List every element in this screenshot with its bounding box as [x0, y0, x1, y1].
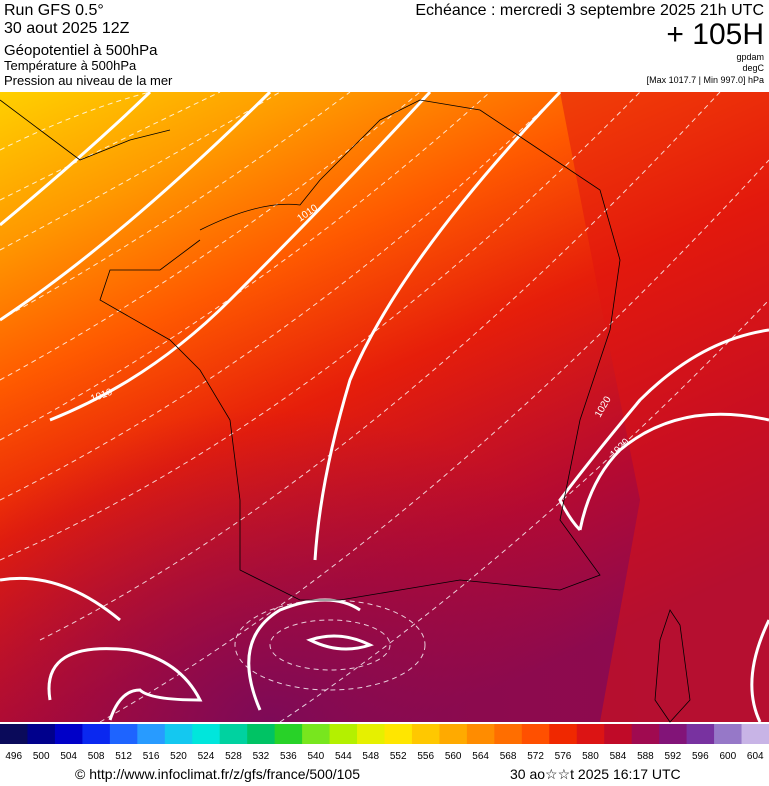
footer: © http://www.infoclimat.fr/z/gfs/france/…	[75, 766, 681, 782]
unit: degC	[742, 63, 764, 73]
scale-swatch	[109, 724, 138, 744]
scale-label: 604	[747, 751, 764, 762]
scale-label: 516	[143, 751, 160, 762]
scale-swatch	[576, 724, 605, 744]
scale-swatch	[604, 724, 633, 744]
scale-label: 572	[527, 751, 544, 762]
scale-swatch	[384, 724, 413, 744]
run: Run GFS 0.5°	[4, 2, 104, 19]
scale-label: 500	[33, 751, 50, 762]
scale-swatch	[549, 724, 578, 744]
scale-swatch	[439, 724, 468, 744]
valid-time: Echéance : mercredi 3 septembre 2025 21h…	[415, 2, 764, 19]
scale-label: 540	[307, 751, 324, 762]
scale-swatch	[54, 724, 83, 744]
scale-label: 496	[5, 751, 22, 762]
scale-swatch	[521, 724, 550, 744]
scale-label: 568	[500, 751, 517, 762]
scale-label: 552	[390, 751, 407, 762]
scale-swatch	[82, 724, 111, 744]
header-right: Echéance : mercredi 3 septembre 2025 21h…	[415, 2, 764, 85]
scale-label: 512	[115, 751, 132, 762]
scale-label: 508	[88, 751, 105, 762]
scale-label: 524	[198, 751, 215, 762]
scale-swatch	[411, 724, 440, 744]
scale-swatch	[494, 724, 523, 744]
scale-swatch	[0, 724, 28, 744]
lead-time: + 105H	[666, 18, 764, 51]
scale-swatch	[631, 724, 660, 744]
source-url: © http://www.infoclimat.fr/z/gfs/france/…	[75, 766, 360, 782]
scale-label: 536	[280, 751, 297, 762]
issue-time: 30 ao☆☆t 2025 16:17 UTC	[510, 766, 681, 782]
scale-label: 584	[610, 751, 627, 762]
scale-label: 548	[362, 751, 379, 762]
scale-swatch	[714, 724, 743, 744]
scale-label: 564	[472, 751, 489, 762]
scale-swatch	[192, 724, 221, 744]
field: Pression au niveau de la mer	[4, 73, 173, 88]
scale-swatch	[686, 724, 715, 744]
field: Géopotentiel à 500hPa	[4, 42, 158, 59]
scale-label: 576	[555, 751, 572, 762]
map: 1010 1010 1020 1020	[0, 90, 769, 723]
scale-swatch	[247, 724, 276, 744]
scale-swatch	[27, 724, 56, 744]
scale-swatch	[741, 724, 769, 744]
scale-swatch	[274, 724, 303, 744]
scale-label: 528	[225, 751, 242, 762]
scale-label: 580	[582, 751, 599, 762]
scale-label: 544	[335, 751, 352, 762]
scale-swatch	[302, 724, 331, 744]
color-scale: 496 500 504 508 512 516 520 524 528 532 536 540 544 5…	[0, 724, 769, 762]
scale-swatch	[219, 724, 248, 744]
run-date: 30 aout 2025 12Z	[4, 20, 130, 37]
scale-label: 592	[665, 751, 682, 762]
scale-label: 504	[60, 751, 77, 762]
scale-label: 556	[417, 751, 434, 762]
scale-label: 596	[692, 751, 709, 762]
scale-swatch	[466, 724, 495, 744]
header-left: Run GFS 0.5° 30 aout 2025 12Z Géopotenti…	[4, 2, 173, 88]
scale-label: 560	[445, 751, 462, 762]
scale-swatch	[137, 724, 166, 744]
scale-label: 588	[637, 751, 654, 762]
scale-label: 532	[253, 751, 270, 762]
range: [Max 1017.7 | Min 997.0] hPa	[647, 75, 764, 85]
scale-label: 520	[170, 751, 187, 762]
scale-label: 600	[719, 751, 736, 762]
unit: gpdam	[736, 52, 764, 62]
scale-swatch	[329, 724, 358, 744]
field: Température à 500hPa	[4, 58, 137, 73]
scale-swatch	[164, 724, 193, 744]
scale-swatch	[357, 724, 385, 744]
scale-swatch	[659, 724, 688, 744]
